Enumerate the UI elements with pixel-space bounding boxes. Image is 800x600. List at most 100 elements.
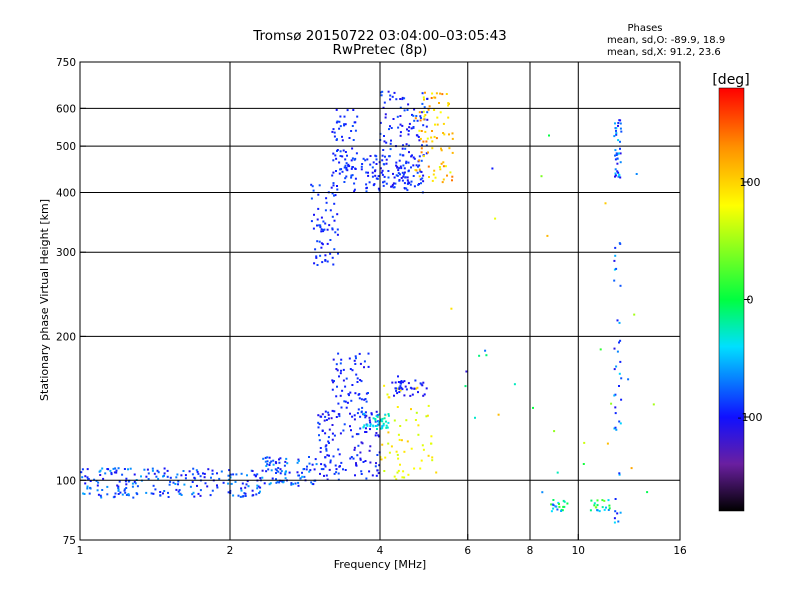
data-point [278,461,281,464]
data-point [331,227,334,230]
data-point [448,147,451,150]
data-point [239,495,242,498]
data-point [601,499,604,502]
data-point [127,468,129,471]
data-point [397,433,400,436]
data-point [387,442,390,445]
data-point [407,103,410,106]
data-point [317,426,320,429]
data-point [441,181,444,184]
data-point [630,467,633,470]
data-point [308,470,311,473]
data-point [616,157,619,160]
data-point [619,152,622,155]
data-point [315,256,318,259]
data-point [361,442,364,445]
data-point [195,469,198,472]
data-point [316,264,319,266]
data-point [414,169,417,171]
data-point [344,177,347,180]
data-point [193,476,196,479]
data-point [351,384,354,386]
data-point [396,453,399,456]
data-point [321,430,324,432]
data-point [80,471,83,474]
data-point [296,471,299,474]
data-point [325,474,328,477]
data-point [354,355,357,358]
data-point [360,380,363,383]
data-point [297,459,300,462]
data-point [363,414,366,417]
data-point [619,122,622,125]
data-point [418,129,421,132]
data-point [337,472,340,475]
data-point [405,160,408,163]
data-point [329,459,332,462]
data-point [346,109,349,112]
data-point [227,474,230,477]
data-point [344,400,347,403]
data-point [386,393,389,396]
data-point [404,385,407,388]
data-point [324,445,327,448]
data-point [284,460,287,463]
data-point [277,467,280,469]
y-tick-label: 750 [56,57,76,69]
data-point [189,485,192,488]
data-point [411,393,414,396]
data-point [342,379,345,382]
data-point [227,491,230,494]
data-point [329,461,332,464]
data-point [301,471,303,474]
data-point [353,448,356,451]
data-point [412,114,415,117]
data-point [412,156,415,159]
data-point [613,427,616,430]
data-point [426,118,429,121]
data-point [175,476,178,479]
data-point [346,401,349,404]
data-point [399,106,402,109]
data-point [375,155,378,158]
data-point [615,133,618,136]
data-point [406,182,409,185]
data-point [339,155,342,157]
data-point [176,473,179,476]
data-point [322,468,325,471]
data-point [396,471,399,474]
data-point [423,393,426,396]
data-point [435,471,438,474]
data-point [424,114,427,116]
data-point [101,467,104,470]
data-point [327,436,330,439]
data-point [399,381,402,383]
data-point [406,176,409,179]
data-point [167,491,169,494]
data-point [417,424,420,427]
data-point [436,116,439,119]
data-point [255,493,258,496]
data-point [431,130,433,132]
data-point [330,417,333,420]
data-point [312,483,315,486]
data-point [199,494,202,497]
data-point [318,224,321,227]
data-point [324,222,327,225]
data-point [615,267,618,270]
data-point [288,471,291,474]
data-point [619,119,622,122]
data-point [104,472,107,475]
data-point [379,91,382,94]
data-point [370,412,373,415]
data-point [409,394,412,397]
data-point [114,467,117,470]
data-point [434,96,437,99]
data-point [324,432,327,435]
data-point [110,473,113,476]
data-point [391,185,393,188]
data-point [403,109,406,112]
data-point [546,234,549,237]
data-point [145,491,148,494]
data-point [395,174,398,177]
